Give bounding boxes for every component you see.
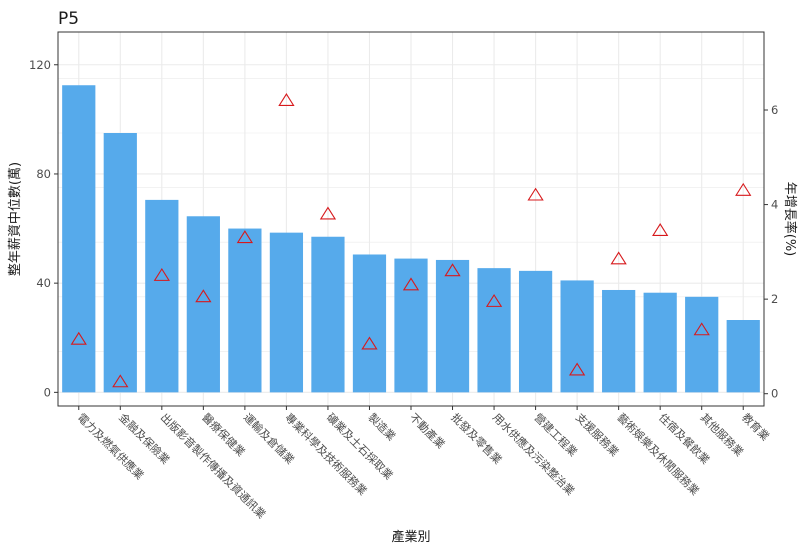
growth-rate-series — [70, 93, 752, 388]
bar — [560, 280, 594, 393]
x-axis-title: 產業別 — [391, 529, 430, 545]
x-tick-label: 不動產業 — [407, 410, 448, 451]
x-tick-label: 支援服務業 — [573, 410, 622, 459]
bar — [685, 296, 719, 393]
y2-tick-label: 6 — [771, 103, 778, 117]
y-tick-label: 0 — [44, 385, 51, 399]
growth-point — [610, 251, 627, 265]
y2-tick-label: 4 — [771, 198, 778, 212]
y-tick-label: 40 — [36, 276, 51, 290]
bar — [311, 236, 345, 393]
growth-point — [444, 263, 461, 277]
bar — [518, 270, 553, 393]
bar — [352, 254, 387, 393]
y2-tick-label: 0 — [771, 387, 778, 401]
x-tick-label: 藝術娛樂及休閒服務業 — [615, 410, 703, 498]
growth-point — [568, 362, 586, 376]
growth-point — [70, 331, 87, 345]
growth-point — [652, 223, 669, 237]
bar — [62, 85, 96, 393]
chart-title: P5 — [58, 9, 79, 29]
y-tick-label: 80 — [36, 167, 51, 181]
growth-point — [527, 187, 544, 201]
y2-axis-title: 年增長率(%) — [782, 182, 798, 257]
growth-point — [735, 182, 752, 196]
bar — [394, 258, 428, 393]
bar — [726, 320, 760, 393]
bar — [103, 133, 137, 393]
growth-point — [361, 336, 378, 350]
growth-point — [195, 289, 212, 303]
bar — [477, 268, 511, 393]
growth-point — [402, 277, 420, 291]
x-tick-label: 專業科學及技術服務業 — [282, 410, 370, 498]
growth-point — [485, 293, 503, 307]
x-tick-label: 教育業 — [739, 410, 772, 443]
bar — [602, 289, 636, 393]
growth-point — [319, 206, 337, 220]
x-tick-label: 製造業 — [365, 410, 398, 443]
bar — [228, 228, 262, 393]
left-axis: 0 40 80 120 — [29, 58, 58, 399]
bar — [435, 259, 470, 393]
bar — [145, 199, 179, 393]
x-tick-label: 用水供應及污染整治業 — [490, 410, 578, 498]
y2-tick-label: 2 — [771, 292, 778, 306]
growth-point — [236, 230, 254, 244]
bar — [186, 216, 220, 393]
x-axis: 電力及燃氣供應業金融及保險業出版影音製作傳播及資通訊業醫療保健業運輸及倉儲業專業… — [75, 406, 772, 521]
bar — [269, 232, 304, 393]
y-tick-label: 120 — [29, 58, 51, 72]
bar-series — [62, 85, 760, 393]
growth-point — [278, 93, 295, 106]
y-axis-title: 整年薪資中位數(萬) — [8, 162, 23, 276]
right-axis: 0 2 4 6 — [764, 103, 778, 401]
growth-point — [153, 267, 170, 281]
growth-point — [693, 322, 710, 336]
growth-point — [112, 374, 129, 388]
bar — [643, 292, 677, 393]
